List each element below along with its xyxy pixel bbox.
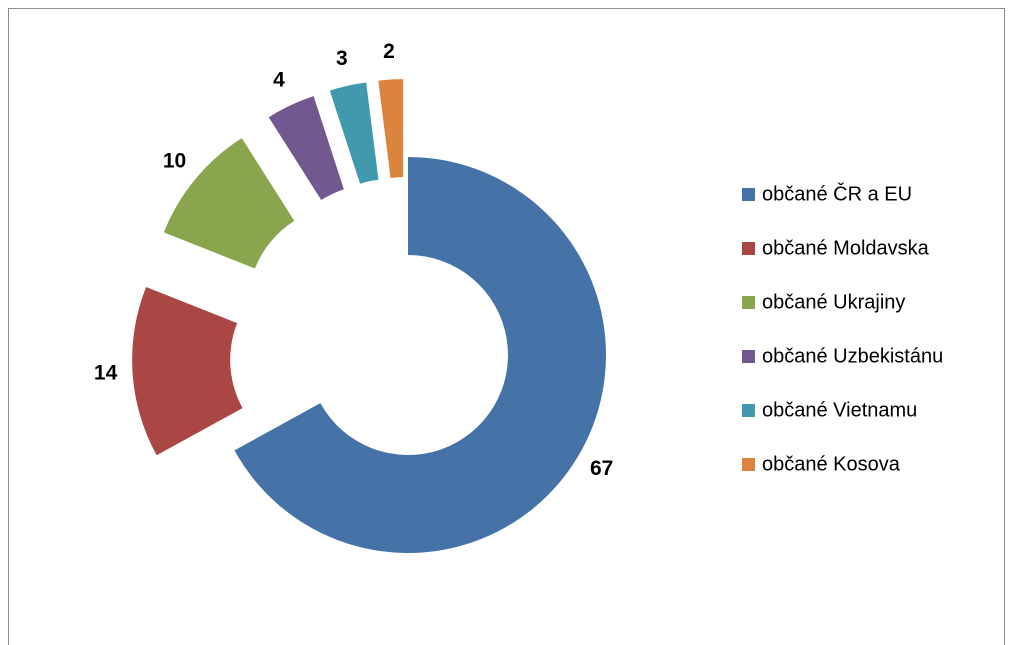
donut-slice (378, 79, 404, 178)
legend-label: občané Moldavska (762, 237, 930, 259)
data-label: 4 (273, 68, 285, 91)
data-label: 14 (94, 362, 118, 385)
legend-swatch (742, 242, 755, 255)
legend-label: občané Uzbekistánu (762, 345, 943, 367)
data-label: 67 (590, 457, 613, 480)
legend-swatch (742, 458, 755, 471)
legend-swatch (742, 350, 755, 363)
legend-label: občané Ukrajiny (762, 291, 905, 313)
data-label: 10 (163, 149, 186, 172)
donut-slice (234, 157, 606, 553)
legend-label: občané Kosova (762, 453, 901, 475)
legend-swatch (742, 404, 755, 417)
data-label: 3 (336, 47, 348, 70)
data-label: 2 (383, 40, 395, 63)
donut-slice (132, 287, 243, 456)
donut-slice (268, 96, 344, 200)
donut-slice (163, 138, 295, 269)
legend-swatch (742, 188, 755, 201)
legend-swatch (742, 296, 755, 309)
legend-label: občané Vietnamu (762, 399, 917, 421)
donut-slice (329, 82, 379, 184)
legend-label: občané ČR a EU (762, 182, 912, 205)
